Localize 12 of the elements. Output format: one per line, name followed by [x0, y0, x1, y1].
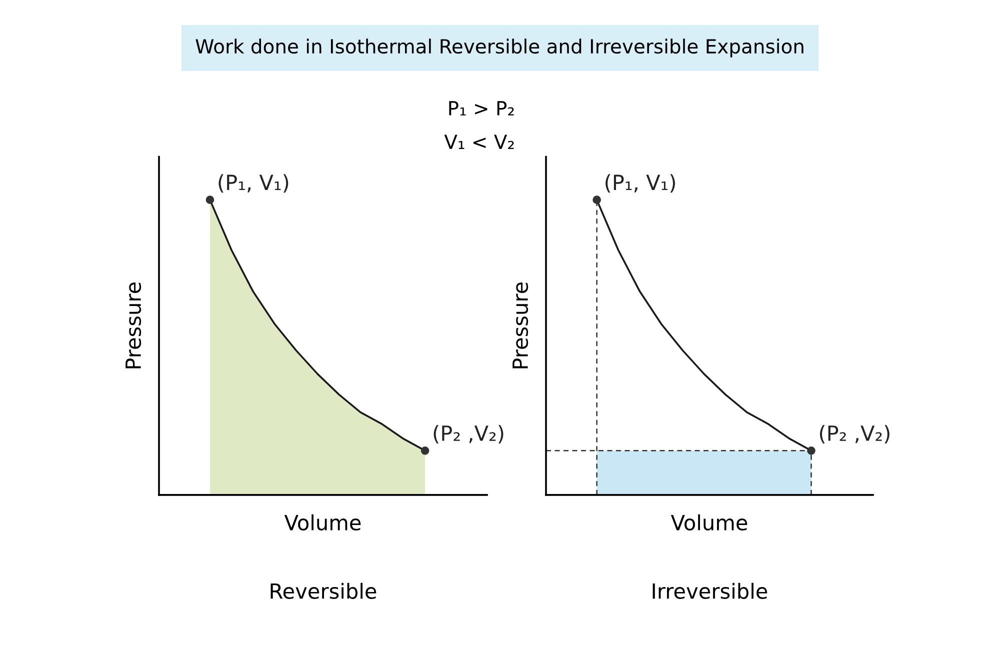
text: Reversible: [270, 582, 376, 599]
text: P₁ > P₂ V₁ < V₂: [444, 101, 514, 149]
x-axis-title: Volume: [670, 514, 748, 530]
text: (P₁, V₁): [218, 174, 288, 193]
annotation: (P₂ ,V₂): [434, 424, 504, 444]
text: (P₁, V₁): [606, 174, 675, 193]
text: (P₂ ,V₂): [820, 424, 890, 444]
text: Irreversible: [652, 582, 768, 599]
y-axis-title: Pressure: [126, 282, 142, 368]
x-axis-title: Volume: [284, 514, 361, 530]
y-axis-title: Pressure: [512, 282, 528, 368]
text: Work done in Isothermal Reversible and Irreversible Expansion: [196, 38, 804, 58]
